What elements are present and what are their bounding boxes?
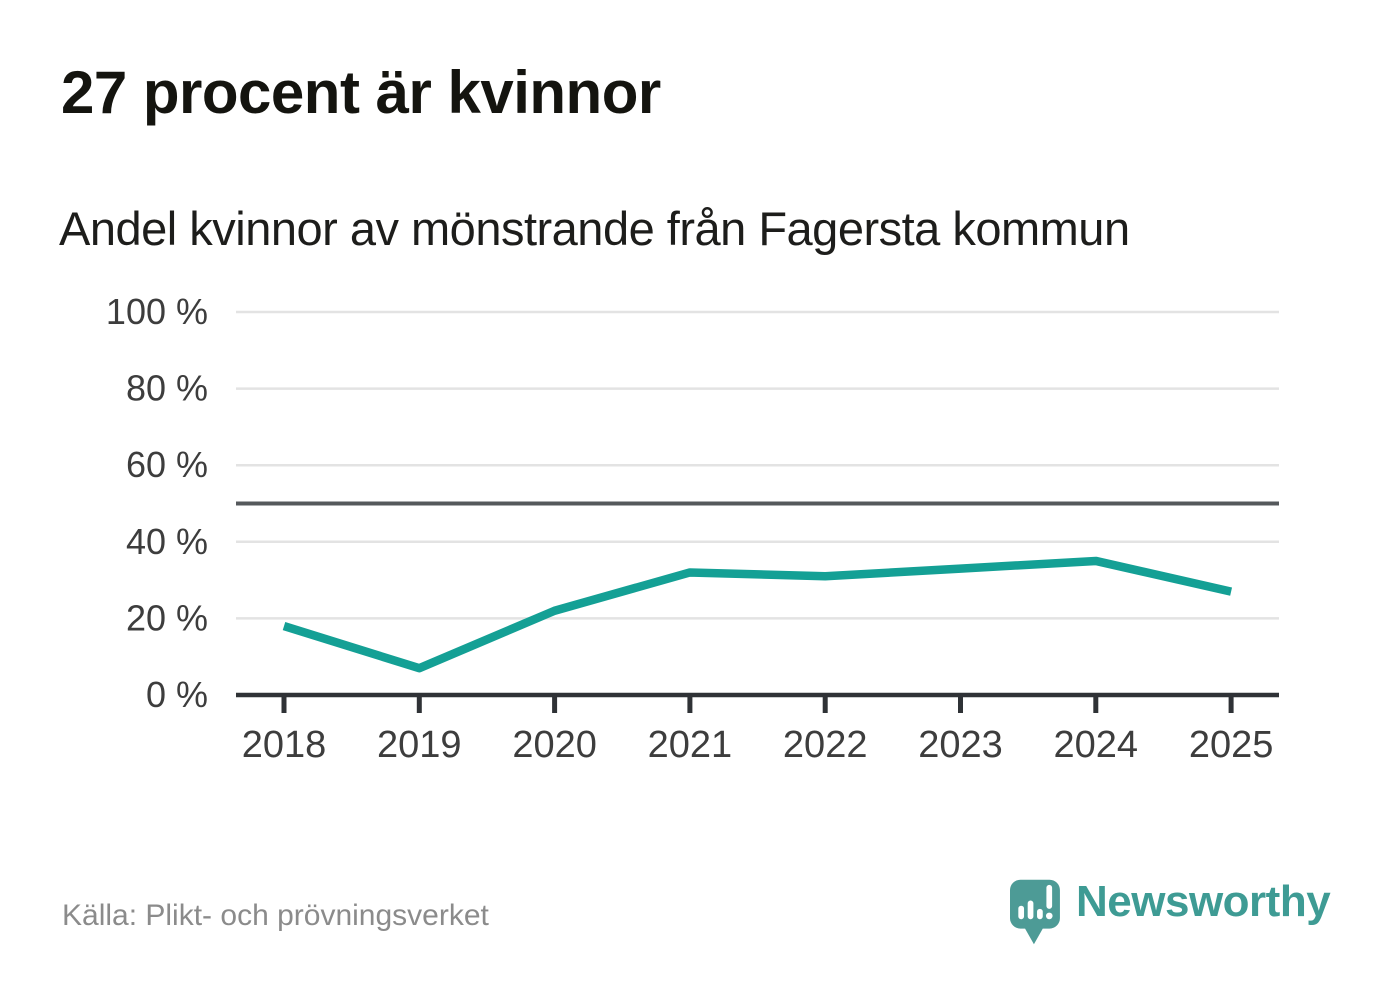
source-note: Källa: Plikt- och prövningsverket [62,899,489,932]
y-axis-tick-label: 40 % [126,521,208,562]
y-axis-tick-label: 100 % [106,291,208,332]
logo-exclamation-dot [1045,912,1053,920]
x-axis-tick-label: 2024 [1054,724,1139,766]
logo-bar-1 [1018,905,1025,920]
chart-subtitle: Andel kvinnor av mönstrande från Fagerst… [59,202,1130,255]
y-axis-tick-label: 60 % [126,444,208,485]
x-axis-tick-label: 2023 [918,724,1003,766]
y-axis-tick-label: 80 % [126,368,208,409]
y-axis-tick-label: 0 % [146,674,208,715]
newsworthy-logo-icon [1010,879,1060,945]
newsworthy-logo: Newsworthy [1008,876,1338,956]
x-axis-tick-label: 2019 [377,724,462,766]
x-axis-tick-label: 2025 [1189,724,1274,766]
logo-exclamation-bar [1046,884,1053,909]
logo-bar-3 [1037,908,1043,920]
y-axis-tick-label: 20 % [126,597,208,638]
x-axis-tick-label: 2021 [648,724,733,766]
x-axis-tick-label: 2020 [512,724,597,766]
data-line-share-of-women [282,556,1233,673]
x-axis-tick-label: 2018 [242,724,327,766]
newsworthy-logo-text: Newsworthy [1076,877,1331,926]
logo-bar-2 [1027,900,1034,920]
x-axis-tick-label: 2022 [783,724,868,766]
logo-bubble-shape [1010,879,1060,945]
chart-title: 27 procent är kvinnor [61,59,661,126]
